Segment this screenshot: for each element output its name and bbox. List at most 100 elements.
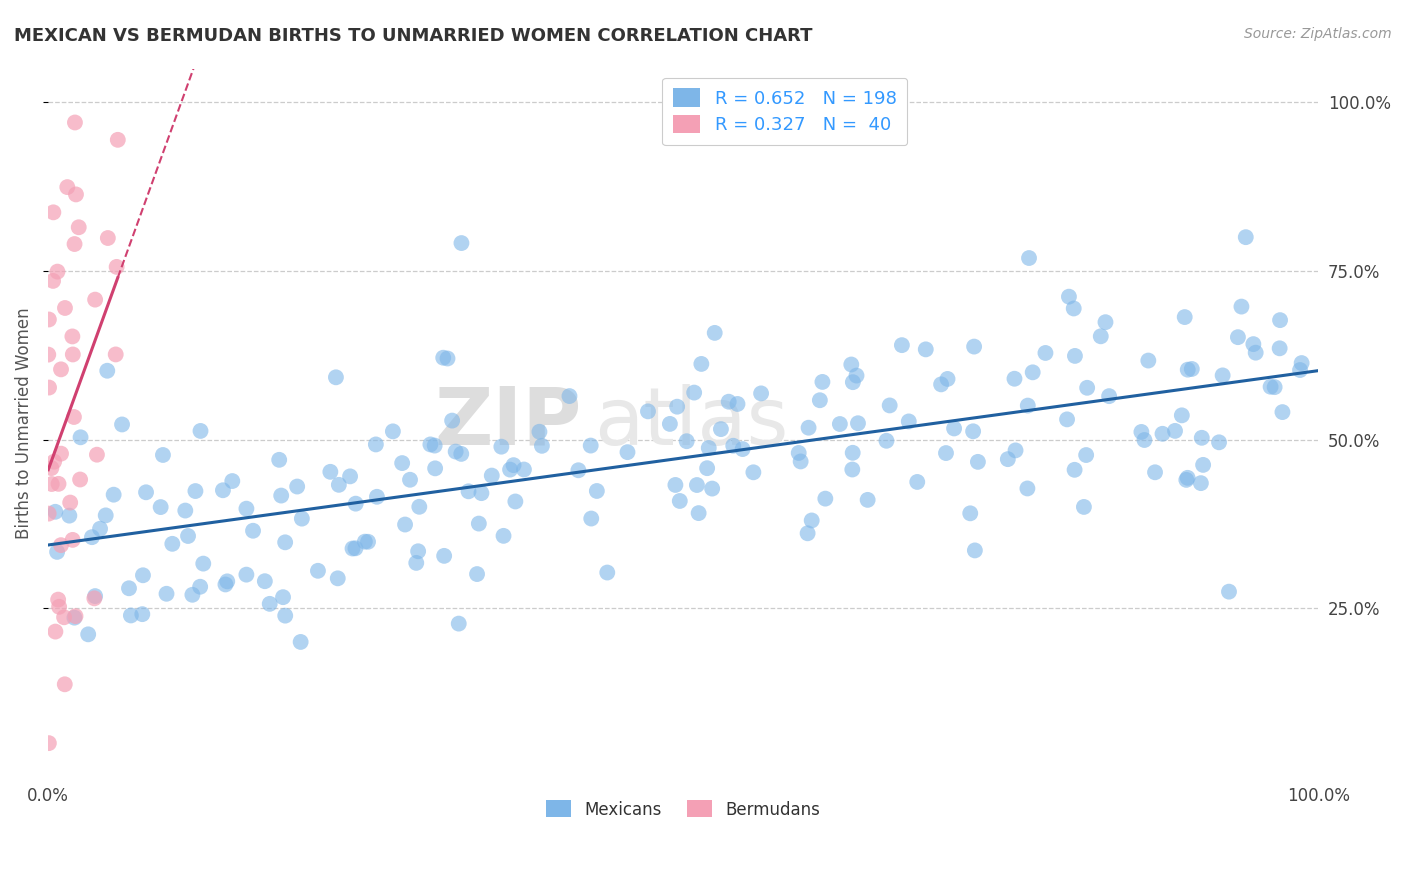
Point [1063,463,1085,477]
Point [177,529,200,543]
Point [63,115,86,129]
Point [905,475,928,489]
Point [710,422,733,436]
Point [270,489,292,503]
Point [86,448,108,462]
Point [42,455,65,469]
Point [84,589,107,603]
Text: atlas: atlas [595,384,789,462]
Point [89,522,111,536]
Point [457,484,479,499]
Point [307,564,329,578]
Point [423,461,446,475]
Point [447,616,470,631]
Point [481,468,503,483]
Point [162,537,184,551]
Point [188,580,211,594]
Point [686,478,709,492]
Point [1004,443,1026,458]
Point [1004,372,1026,386]
Point [132,568,155,582]
Point [46,265,69,279]
Point [1152,426,1174,441]
Point [1291,356,1313,370]
Point [1189,476,1212,491]
Text: MEXICAN VS BERMUDAN BIRTHS TO UNMARRIED WOMEN CORRELATION CHART: MEXICAN VS BERMUDAN BIRTHS TO UNMARRIED … [14,27,813,45]
Point [38,312,60,326]
Point [325,370,347,384]
Point [135,485,157,500]
Point [269,452,291,467]
Point [1244,345,1267,359]
Point [38,507,60,521]
Point [1289,363,1312,377]
Point [41,477,63,491]
Point [271,590,294,604]
Point [1260,380,1282,394]
Point [558,389,581,403]
Point [897,414,920,428]
Point [63,409,86,424]
Point [675,434,697,449]
Point [42,274,65,288]
Point [579,439,602,453]
Point [111,417,134,432]
Point [405,556,427,570]
Text: ZIP: ZIP [434,384,582,462]
Point [1137,353,1160,368]
Point [44,505,66,519]
Point [38,380,60,394]
Point [731,442,754,456]
Point [1264,380,1286,394]
Point [381,425,404,439]
Point [436,351,458,366]
Point [83,591,105,606]
Y-axis label: Births to Unmarried Women: Births to Unmarried Women [15,307,32,539]
Point [326,571,349,585]
Point [1208,435,1230,450]
Point [530,439,553,453]
Point [235,567,257,582]
Point [1056,412,1078,426]
Point [450,235,472,250]
Point [1076,381,1098,395]
Point [65,187,87,202]
Point [49,538,72,552]
Point [789,454,811,468]
Point [366,490,388,504]
Point [658,417,681,431]
Point [339,469,361,483]
Point [408,500,430,514]
Point [62,347,84,361]
Point [69,430,91,444]
Point [683,385,706,400]
Point [1021,365,1043,379]
Point [214,577,236,591]
Point [1035,346,1057,360]
Point [285,479,308,493]
Point [787,446,810,460]
Point [354,534,377,549]
Point [319,465,342,479]
Point [637,404,659,418]
Point [586,483,609,498]
Point [105,260,128,274]
Point [62,533,84,547]
Point [943,421,966,435]
Point [890,338,912,352]
Point [1268,341,1291,355]
Point [465,567,488,582]
Point [80,530,103,544]
Point [1181,362,1204,376]
Point [963,340,986,354]
Point [845,368,868,383]
Point [842,375,865,389]
Point [567,463,589,477]
Point [37,348,59,362]
Point [492,529,515,543]
Point [1094,315,1116,329]
Point [1192,458,1215,472]
Point [41,461,63,475]
Point [1191,431,1213,445]
Point [152,448,174,462]
